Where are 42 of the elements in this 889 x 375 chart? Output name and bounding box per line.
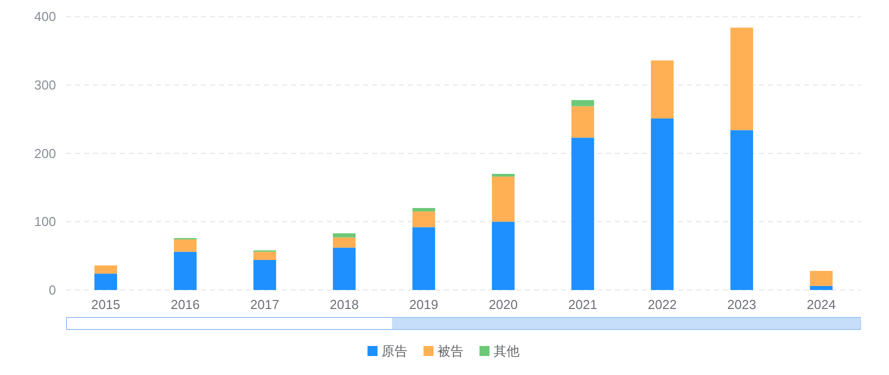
y-tick-label: 0 [48,282,56,298]
x-tick-label: 2024 [806,297,836,312]
bar [571,138,594,290]
bar [810,286,833,290]
y-tick-label: 300 [34,78,56,93]
bar [412,208,436,212]
bar [571,106,594,138]
x-tick-label: 2019 [409,297,438,312]
bar [492,222,515,290]
bar [253,252,276,260]
x-tick-label: 2020 [488,297,518,312]
bar [412,227,436,290]
bar [94,274,118,290]
bar [412,211,436,228]
bar [810,270,833,286]
bar [174,252,197,290]
bar [94,265,118,274]
x-tick-label: 2018 [330,297,359,312]
bar [492,176,515,222]
legend-label: 原告 [382,344,408,358]
legend-label: 被告 [438,344,464,358]
bar [492,174,515,177]
bar [332,237,356,248]
legend-label: 其他 [494,344,520,358]
x-tick-label: 2016 [170,297,200,312]
x-tick-label: 2017 [250,297,280,312]
bar [730,130,754,290]
x-tick-label: 2021 [568,297,598,312]
bar [332,248,356,290]
x-tick-label: 2023 [727,297,756,312]
x-tick-label: 2022 [648,297,677,312]
bar [730,28,754,130]
bar [571,100,594,106]
bar [253,260,276,290]
bar [650,118,674,290]
y-tick-label: 200 [34,146,56,161]
x-tick-label: 2015 [91,297,120,312]
bar [650,60,674,119]
y-tick-label: 100 [34,214,56,230]
y-tick-label: 400 [34,9,56,24]
bar [174,239,197,252]
bar [332,233,356,238]
